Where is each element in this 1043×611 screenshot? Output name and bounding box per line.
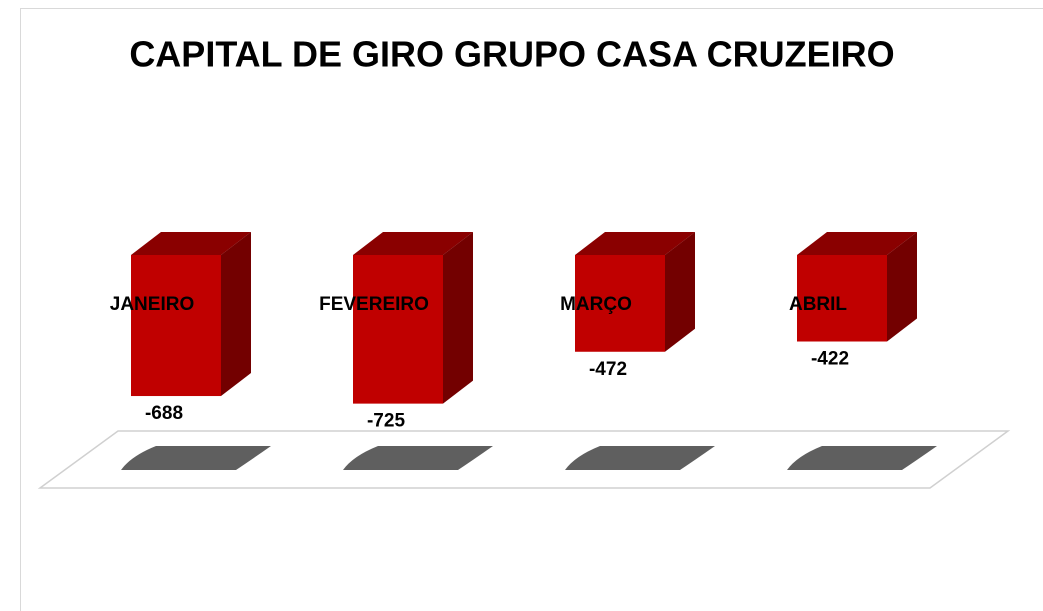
category-label: ABRIL (789, 294, 847, 315)
bar-shadow (565, 446, 715, 470)
bar-shadow (787, 446, 937, 470)
bar (131, 255, 221, 397)
category-label: JANEIRO (110, 294, 194, 315)
shadows (121, 446, 937, 470)
bar-side (665, 232, 695, 352)
bar-side (887, 232, 917, 342)
bar-top (131, 232, 251, 255)
value-label: -725 (367, 411, 405, 432)
bar (575, 255, 665, 352)
value-label: -688 (145, 403, 183, 424)
floor (37, 430, 1011, 489)
bar-side (443, 232, 473, 404)
category-label: FEVEREIRO (319, 294, 429, 315)
bar-shadow (121, 446, 271, 470)
value-label: -422 (811, 349, 849, 370)
bar-top (353, 232, 473, 255)
value-label: -472 (589, 359, 627, 380)
bar (797, 255, 887, 342)
bar-top (575, 232, 695, 255)
bar (353, 255, 443, 404)
bar-top (797, 232, 917, 255)
bar-shadow (343, 446, 493, 470)
category-label: MARÇO (560, 294, 632, 315)
bar-side (221, 232, 251, 397)
chart-title: CAPITAL DE GIRO GRUPO CASA CRUZEIRO (129, 34, 894, 75)
